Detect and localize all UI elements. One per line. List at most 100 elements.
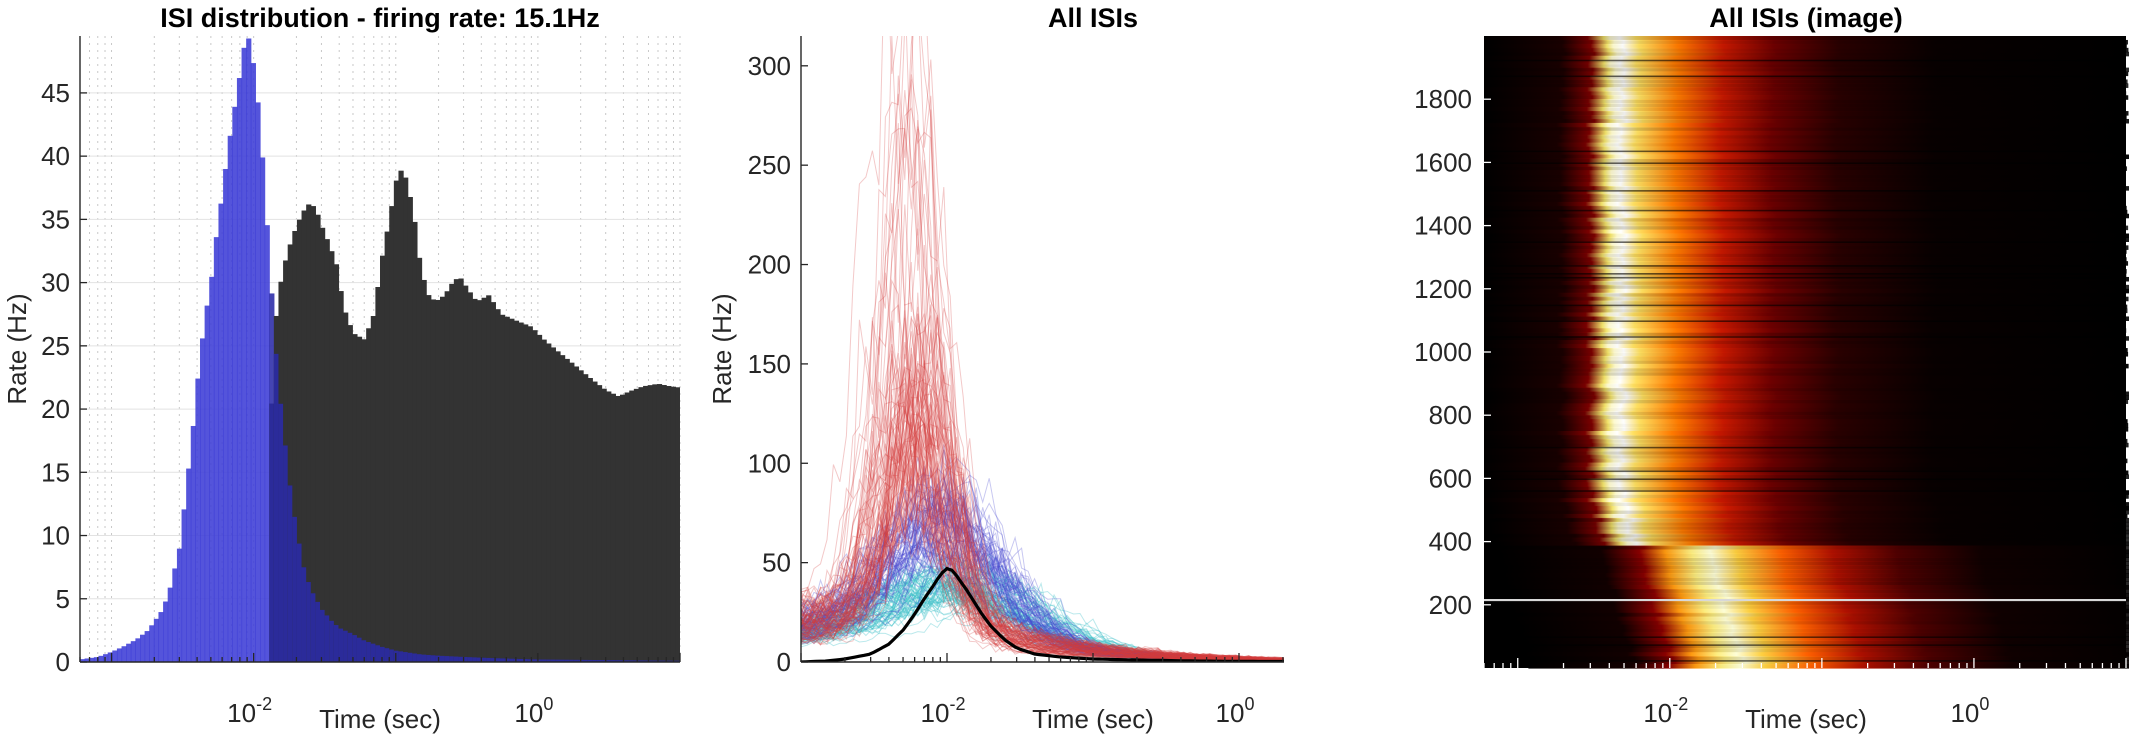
heatmap-row-74 [1484,328,2127,333]
dark-bar-52 [320,227,326,662]
heatmap-row-69 [1485,308,2128,314]
heatmap-row-72 [1480,320,2123,325]
dark-bar-129 [675,387,680,662]
heatmap-row-68 [1485,304,2128,310]
dark-bar-51 [315,214,321,662]
dark-bar-102 [550,347,556,662]
heatmap-row-gap-110 [1484,470,2126,473]
heatmap-row-145 [1512,608,2129,614]
heatmap-row-54 [1484,249,2127,254]
p1-ytick-label-1: 5 [56,584,70,614]
dark-bar-109 [583,374,589,662]
dark-bar-112 [596,385,603,662]
heatmap-row-147 [1513,616,2129,622]
blue-bar-59 [352,635,358,662]
blue-bar-105 [564,659,570,662]
p3-xtick-exp-0: -2 [1672,694,1688,714]
dark-bar-116 [615,395,621,662]
heatmap-row-30 [1487,154,2129,160]
dark-bar-107 [573,366,580,662]
p1-xtick-label-0: 10-2 [227,694,272,728]
blue-bar-50 [310,593,316,662]
dark-bar-80 [449,283,455,662]
heatmap-row-16 [1482,99,2125,104]
heatmap-row-156 [1524,652,2129,657]
dark-bar-64 [375,287,381,662]
heatmap-row-112 [1480,478,2123,483]
heatmap-row-86 [1482,375,2125,381]
heatmap-row-27 [1479,142,2122,148]
heatmap-row-65 [1480,292,2123,298]
dark-bar-86 [476,300,483,662]
heatmap-row-151 [1519,632,2129,637]
heatmap-row-8 [1487,67,2129,73]
heatmap-row-70 [1479,312,2122,318]
blue-bar-46 [292,516,298,662]
blue-bar-69 [398,651,404,662]
heatmap-row-155 [1528,648,2129,653]
heatmap-row-152 [1523,636,2129,641]
dark-bar-54 [329,251,335,662]
blue-bar-27 [204,305,210,662]
blue-bar-24 [190,425,196,662]
isi-distribution-xlabel: Time (sec) [319,704,441,734]
heatmap-row-115 [1487,490,2129,495]
blue-bar-3 [93,657,100,662]
dark-bar-99 [536,334,543,662]
heatmap-row-111 [1488,474,2129,479]
heatmap-row-96 [1483,415,2126,420]
blue-bar-89 [490,658,496,662]
blue-bar-80 [449,656,455,662]
heatmap-row-154 [1530,644,2129,649]
dark-bar-123 [647,385,653,662]
heatmap-row-121 [1485,513,2128,519]
heatmap-row-94 [1482,407,2125,412]
dark-bar-62 [366,328,372,662]
dark-bar-77 [435,299,441,662]
blue-bar-48 [301,567,307,662]
heatmap-row-15 [1486,95,2129,100]
p1-ytick-label-3: 15 [41,457,70,487]
p1-ytick-label-8: 40 [41,141,70,171]
dark-bar-56 [338,291,344,662]
dark-bar-113 [601,388,607,662]
heatmap-row-109 [1479,466,2122,472]
dark-bar-81 [453,279,460,662]
dark-bar-96 [523,324,529,662]
heatmap-row-32 [1481,162,2124,167]
isi-distribution-bars [80,38,680,662]
heatmap-row-67 [1481,300,2124,306]
heatmap-row-90 [1487,391,2129,397]
blue-bar-6 [107,652,113,662]
blue-bar-40 [264,225,270,662]
heatmap-row-13 [1481,87,2124,92]
blue-bar-97 [527,659,533,662]
p3-ytick-label-6: 1400 [1414,211,1472,241]
dark-bar-55 [333,264,340,662]
dark-bar-92 [504,316,510,662]
dark-bar-104 [560,355,566,662]
blue-bar-45 [287,485,293,662]
blue-bar-88 [486,657,492,662]
dark-bar-94 [513,320,520,662]
blue-bar-125 [656,660,663,662]
heatmap-row-113 [1481,482,2124,487]
heatmap-row-91 [1488,395,2129,400]
heatmap-row-60 [1484,273,2127,278]
heatmap-row-gap-115 [1484,490,2126,492]
heatmap-row-77 [1480,340,2123,345]
blue-bar-14 [144,631,150,662]
dark-bar-115 [610,393,616,662]
heatmap-row-108 [1480,462,2123,468]
heatmap-row-132 [1500,557,2129,562]
p1-ytick-label-5: 25 [41,331,70,361]
heatmap-row-148 [1516,620,2129,626]
all-isis-ylabel: Rate (Hz) [707,293,737,404]
heatmap-row-59 [1484,269,2127,274]
heatmap-row-11 [1485,79,2128,84]
dark-bar-48 [301,210,307,662]
heatmap-row-78 [1479,344,2122,349]
blue-bar-28 [209,276,215,662]
blue-bar-57 [343,630,349,662]
